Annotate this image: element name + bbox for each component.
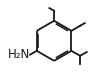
Text: H₂N: H₂N xyxy=(7,48,30,61)
